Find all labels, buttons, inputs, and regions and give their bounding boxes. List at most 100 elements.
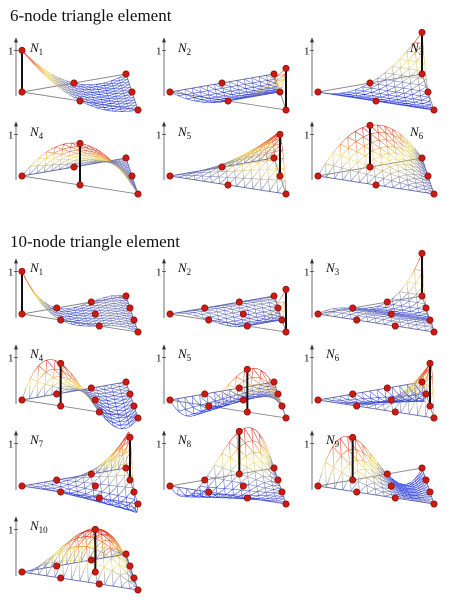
node-point <box>387 482 395 490</box>
axis-arrow-icon <box>14 516 18 522</box>
node-point <box>205 488 213 496</box>
axis-arrow-icon <box>310 121 314 127</box>
node-point <box>270 70 278 78</box>
node-point <box>57 316 65 324</box>
axis-tick-label: 1 <box>304 45 310 57</box>
node-point <box>349 433 357 441</box>
node-point <box>122 70 130 78</box>
node-point <box>314 310 322 318</box>
axis-arrow-icon <box>162 121 166 127</box>
surface-mesh <box>21 271 139 333</box>
shape-function-label: N2 <box>177 40 191 57</box>
node-point <box>130 402 138 410</box>
shape-function-panel: 1 N3 <box>304 249 438 336</box>
base-triangle <box>21 467 139 505</box>
node-point <box>126 390 134 398</box>
node-point <box>53 562 61 570</box>
node-point <box>282 190 290 198</box>
node-point <box>426 359 434 367</box>
node-point <box>243 322 251 330</box>
node-point <box>201 476 209 484</box>
node-point <box>418 70 426 78</box>
node-point <box>349 476 357 484</box>
node-point <box>430 414 438 422</box>
node-point <box>166 88 174 96</box>
shape-function-label: N6 <box>409 124 424 141</box>
surface-mesh <box>317 124 435 195</box>
node-point <box>422 390 430 398</box>
shape-function-panel: 1 N6 <box>304 121 438 198</box>
axis-tick-label: 1 <box>156 438 162 450</box>
node-point <box>349 390 357 398</box>
node-point <box>270 154 278 162</box>
node-point <box>53 390 61 398</box>
node-point <box>276 172 284 180</box>
node-point <box>205 402 213 410</box>
node-point <box>134 586 142 594</box>
node-point <box>166 172 174 180</box>
node-point <box>87 556 95 564</box>
surface-mesh <box>169 289 287 328</box>
node-point <box>270 378 278 386</box>
node-point <box>18 396 26 404</box>
axis-tick-label: 1 <box>156 352 162 364</box>
node-point <box>18 482 26 490</box>
shape-function-panel: 1 N2 <box>156 258 290 336</box>
node-point <box>235 427 243 435</box>
node-point <box>282 414 290 422</box>
axis-arrow-icon <box>14 121 18 127</box>
node-point <box>87 384 95 392</box>
node-point <box>391 408 399 416</box>
node-point <box>18 267 26 275</box>
axis-tick-label: 1 <box>8 266 14 278</box>
surface-mesh <box>21 142 139 195</box>
axis-arrow-icon <box>14 258 18 264</box>
node-point <box>366 163 374 171</box>
node-point <box>95 322 103 330</box>
node-point <box>366 79 374 87</box>
shape-function-label: N1 <box>29 260 43 277</box>
node-point <box>276 88 284 96</box>
node-point <box>366 121 374 129</box>
shape-function-label: N5 <box>177 346 192 363</box>
node-point <box>424 88 432 96</box>
node-point <box>166 482 174 490</box>
node-point <box>430 106 438 114</box>
shape-function-panel: 1 N7 <box>8 430 142 513</box>
node-point <box>387 310 395 318</box>
node-point <box>57 359 65 367</box>
axis-tick-label: 1 <box>304 129 310 141</box>
node-point <box>134 414 142 422</box>
node-point <box>126 476 134 484</box>
axis-arrow-icon <box>14 344 18 350</box>
node-point <box>122 378 130 386</box>
axis-arrow-icon <box>162 430 166 436</box>
surface-mesh <box>317 362 435 419</box>
node-point <box>130 574 138 582</box>
axis-arrow-icon <box>310 37 314 43</box>
node-point <box>91 310 99 318</box>
node-point <box>57 402 65 410</box>
node-point <box>383 470 391 478</box>
node-point <box>353 488 361 496</box>
node-point <box>130 488 138 496</box>
node-point <box>57 574 65 582</box>
node-point <box>87 470 95 478</box>
axis-tick-label: 1 <box>304 438 310 450</box>
node-point <box>282 64 290 72</box>
node-point <box>235 384 243 392</box>
node-point <box>270 464 278 472</box>
surface-mesh <box>317 32 435 111</box>
shape-function-panel: 1 N1 <box>8 37 142 114</box>
node-point <box>57 488 65 496</box>
node-point <box>166 396 174 404</box>
node-point <box>426 488 434 496</box>
node-point <box>122 550 130 558</box>
shape-function-label: N3 <box>409 40 424 57</box>
shape-function-panel: 1 N10 <box>8 516 142 594</box>
shape-function-panel: 1 N5 <box>156 121 290 198</box>
node-point <box>91 525 99 533</box>
node-point <box>18 46 26 54</box>
node-point <box>126 433 134 441</box>
